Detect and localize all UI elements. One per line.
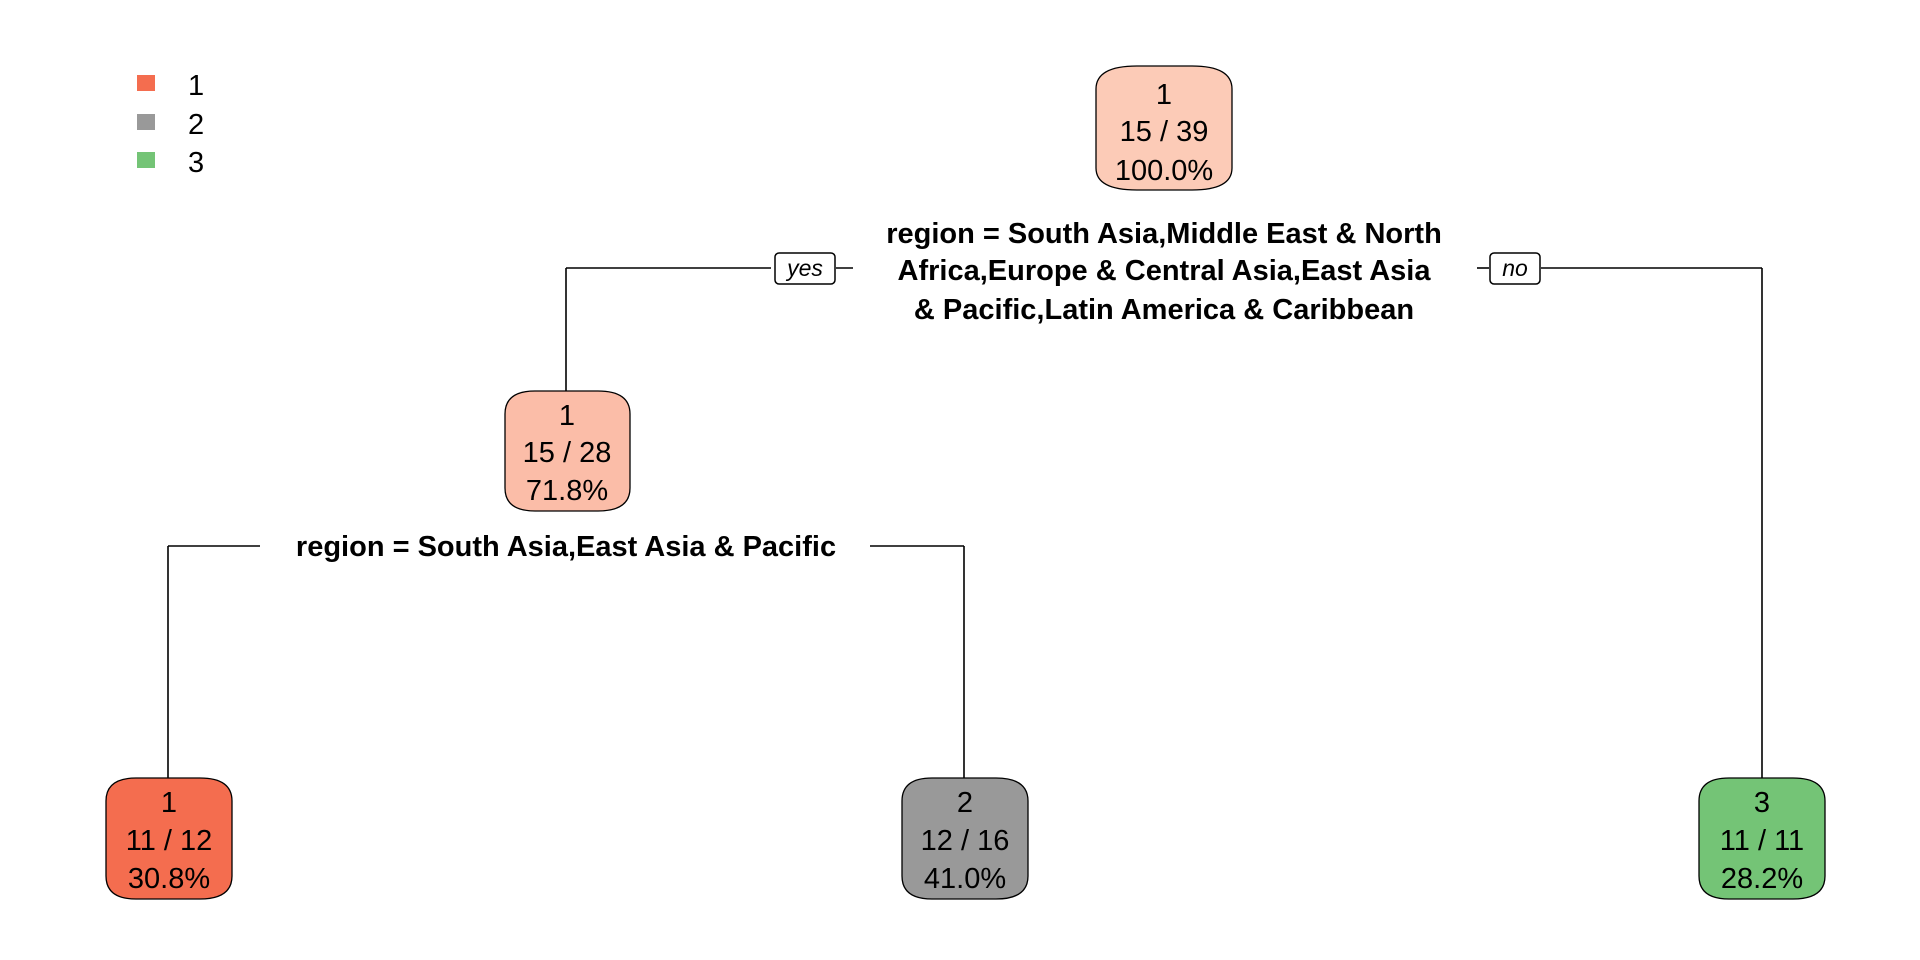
yes-label: yes	[774, 252, 836, 285]
legend-label-1: 1	[188, 70, 204, 102]
node-leaf-3: 3 11 / 11 28.2%	[1698, 777, 1826, 900]
legend-swatch-3	[137, 152, 155, 168]
node-left: 1 15 / 28 71.8%	[504, 390, 631, 512]
svg-text:& Pacific,Latin America & Cari: & Pacific,Latin America & Caribbean	[914, 294, 1414, 326]
node-leaf-2-percent: 41.0%	[924, 863, 1006, 895]
node-left-counts: 15 / 28	[523, 437, 612, 469]
left-split-condition: region = South Asia,East Asia & Pacific	[296, 531, 836, 563]
node-leaf-1-shape	[105, 777, 233, 900]
no-label: no	[1489, 252, 1541, 285]
svg-text:yes: yes	[785, 255, 823, 281]
legend-swatch-1	[137, 75, 155, 91]
node-leaf-3-class: 3	[1754, 787, 1770, 819]
node-leaf-1-percent: 30.8%	[128, 863, 210, 895]
node-root-counts: 15 / 39	[1120, 116, 1209, 148]
node-leaf-1: 1 11 / 12 30.8%	[105, 777, 233, 900]
svg-text:region = South Asia,Middle Eas: region = South Asia,Middle East & North	[886, 218, 1442, 250]
node-leaf-3-percent: 28.2%	[1721, 863, 1803, 895]
root-split-condition: region = South Asia,Middle East & North …	[886, 218, 1442, 326]
svg-text:Africa,Europe & Central Asia,E: Africa,Europe & Central Asia,East Asia	[898, 255, 1432, 287]
node-root: 1 15 / 39 100.0%	[1095, 65, 1233, 191]
node-leaf-2-shape	[901, 777, 1029, 900]
node-root-shape	[1095, 65, 1233, 191]
node-leaf-1-counts: 11 / 12	[126, 825, 213, 857]
node-left-percent: 71.8%	[526, 475, 608, 507]
svg-text:region = South Asia,East Asia: region = South Asia,East Asia & Pacific	[296, 531, 836, 563]
legend-label-2: 2	[188, 109, 204, 141]
tree-edges	[167, 267, 1763, 778]
node-leaf-1-class: 1	[161, 787, 177, 819]
node-leaf-2: 2 12 / 16 41.0%	[901, 777, 1029, 900]
legend: 1 2 3	[137, 70, 204, 179]
node-leaf-2-class: 2	[957, 787, 973, 819]
legend-label-3: 3	[188, 147, 204, 179]
node-root-percent: 100.0%	[1115, 155, 1213, 187]
node-left-shape	[504, 390, 631, 512]
legend-swatch-2	[137, 114, 155, 130]
node-root-class: 1	[1156, 79, 1172, 111]
node-leaf-2-counts: 12 / 16	[921, 825, 1010, 857]
node-left-class: 1	[559, 400, 575, 432]
node-leaf-3-counts: 11 / 11	[1720, 825, 1804, 857]
node-leaf-3-shape	[1698, 777, 1826, 900]
svg-text:no: no	[1502, 255, 1528, 281]
